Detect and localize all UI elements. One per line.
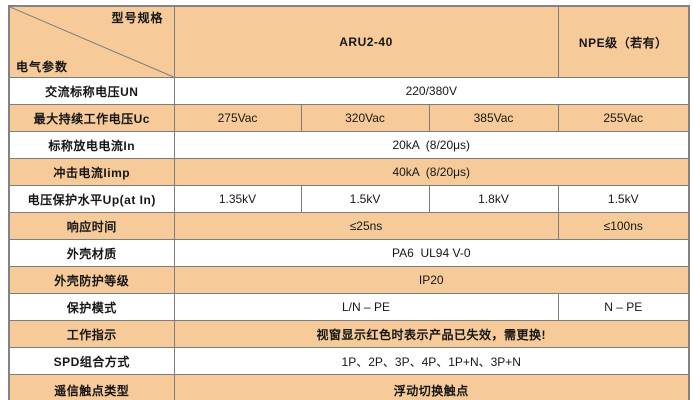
- value-cell: 1.5kV: [300, 185, 430, 213]
- header-model: ARU2-40: [173, 5, 559, 78]
- value-cell: 1.5kV: [557, 185, 690, 213]
- value-cell: 1.8kV: [428, 185, 559, 213]
- value-cell: N – PE: [557, 293, 690, 321]
- row-label: 冲击电流Iimp: [8, 158, 175, 186]
- table-row: 响应时间 ≤25ns ≤100ns: [8, 212, 690, 240]
- table-row: 遥信触点类型 浮动切换触点: [8, 374, 690, 400]
- table-row: 外壳材质 PA6 UL94 V-0: [8, 239, 690, 267]
- table-header-row: 型号规格 电气参数 ARU2-40 NPE级（若有）: [8, 5, 690, 78]
- value-cell: 20kA (8/20μs): [173, 131, 690, 159]
- value-cell: 浮动切换触点: [173, 374, 690, 400]
- table-row: 工作指示 视窗显示红色时表示产品已失效，需更换!: [8, 320, 690, 348]
- row-label: 电压保护水平Up(at In): [8, 185, 175, 213]
- row-label: 标称放电电流In: [8, 131, 175, 159]
- value-cell: 275Vac: [173, 104, 302, 132]
- value-cell: L/N – PE: [173, 293, 559, 321]
- value-cell: 1P、2P、3P、4P、1P+N、3P+N: [173, 347, 690, 375]
- diagonal-divider-line: [10, 7, 174, 77]
- row-label: SPD组合方式: [8, 347, 175, 375]
- row-label: 外壳防护等级: [8, 266, 175, 294]
- row-label: 保护模式: [8, 293, 175, 321]
- corner-model-spec-label: 型号规格: [111, 11, 164, 25]
- value-cell: 40kA (8/20μs): [173, 158, 690, 186]
- table-row: 标称放电电流In 20kA (8/20μs): [8, 131, 690, 159]
- table-row: 交流标称电压UN 220/380V: [8, 77, 690, 105]
- value-cell: 320Vac: [300, 104, 430, 132]
- row-label: 最大持续工作电压Uc: [8, 104, 175, 132]
- table-row: 最大持续工作电压Uc 275Vac 320Vac 385Vac 255Vac: [8, 104, 690, 132]
- value-cell: IP20: [173, 266, 690, 294]
- table-row: SPD组合方式 1P、2P、3P、4P、1P+N、3P+N: [8, 347, 690, 375]
- row-label: 响应时间: [8, 212, 175, 240]
- value-cell: 视窗显示红色时表示产品已失效，需更换!: [173, 320, 690, 348]
- value-cell: PA6 UL94 V-0: [173, 239, 690, 267]
- header-npe: NPE级（若有）: [557, 5, 690, 78]
- electrical-spec-table: 型号规格 电气参数 ARU2-40 NPE级（若有） 交流标称电压UN 220/…: [8, 5, 691, 400]
- value-cell: ≤100ns: [557, 212, 690, 240]
- corner-cell: 型号规格 电气参数: [8, 5, 175, 78]
- value-cell: 385Vac: [428, 104, 559, 132]
- table-row: 电压保护水平Up(at In) 1.35kV 1.5kV 1.8kV 1.5kV: [8, 185, 690, 213]
- table-row: 保护模式 L/N – PE N – PE: [8, 293, 690, 321]
- row-label: 遥信触点类型: [8, 374, 175, 400]
- value-cell: ≤25ns: [173, 212, 559, 240]
- value-cell: 255Vac: [557, 104, 690, 132]
- corner-electrical-params-label: 电气参数: [16, 60, 69, 74]
- value-cell: 1.35kV: [173, 185, 302, 213]
- row-label: 交流标称电压UN: [8, 77, 175, 105]
- row-label: 工作指示: [8, 320, 175, 348]
- table-row: 外壳防护等级 IP20: [8, 266, 690, 294]
- value-cell: 220/380V: [173, 77, 690, 105]
- row-label: 外壳材质: [8, 239, 175, 267]
- table-row: 冲击电流Iimp 40kA (8/20μs): [8, 158, 690, 186]
